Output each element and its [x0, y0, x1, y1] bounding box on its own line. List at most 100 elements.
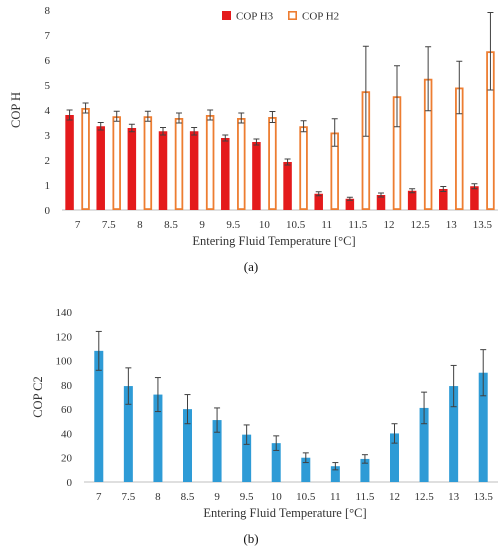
error-bar — [113, 110, 120, 122]
error-bar — [346, 196, 353, 201]
x-tick-label: 9.5 — [226, 219, 240, 231]
bar — [419, 407, 429, 482]
y-tick-label: 5 — [45, 80, 51, 92]
y-tick-label: 140 — [56, 307, 73, 319]
x-tick-label: 10.5 — [296, 491, 316, 503]
error-bar — [82, 102, 89, 114]
y-tick-label: 1 — [45, 180, 51, 192]
error-bar — [471, 183, 478, 190]
error-bar — [302, 452, 309, 464]
bar — [449, 386, 459, 482]
bar — [268, 117, 277, 210]
bar — [314, 193, 323, 210]
bar — [407, 190, 417, 210]
error-bar — [191, 127, 198, 136]
bar — [221, 138, 230, 210]
error-bar — [269, 111, 276, 123]
x-tick-label: 12 — [384, 219, 395, 231]
y-axis-title: COP C2 — [31, 376, 45, 418]
bar — [283, 162, 292, 210]
bar — [330, 466, 340, 482]
bar — [205, 115, 215, 210]
panel-caption: (b) — [243, 531, 258, 546]
error-bar — [487, 12, 494, 91]
error-bar — [273, 435, 280, 451]
error-bar — [332, 462, 339, 471]
bar — [301, 457, 311, 482]
x-tick-label: 9 — [214, 491, 220, 503]
y-tick-label: 80 — [61, 380, 73, 392]
error-bar — [128, 123, 135, 133]
bar — [345, 198, 355, 210]
error-bar — [315, 191, 322, 197]
error-bar — [391, 423, 398, 444]
bar — [174, 118, 184, 210]
bar — [360, 458, 370, 482]
x-tick-label: 12.5 — [411, 219, 431, 231]
legend-label: COP H3 — [236, 11, 274, 23]
x-tick-label: 7.5 — [102, 219, 116, 231]
bar — [478, 372, 488, 482]
y-tick-label: 60 — [61, 404, 73, 416]
bar — [158, 131, 168, 210]
legend-swatch — [222, 11, 231, 20]
bar — [376, 195, 386, 210]
y-tick-label: 2 — [45, 155, 51, 167]
y-tick-label: 0 — [45, 205, 51, 217]
bar — [189, 131, 199, 210]
y-tick-label: 3 — [45, 130, 51, 142]
error-bar — [480, 349, 487, 397]
bar — [252, 142, 261, 210]
bar — [299, 126, 308, 210]
error-bar — [222, 134, 229, 142]
x-tick-label: 8.5 — [164, 219, 178, 231]
x-tick-label: 8 — [155, 491, 161, 503]
error-bar — [284, 158, 291, 166]
y-tick-label: 6 — [45, 55, 51, 67]
x-tick-label: 8 — [137, 219, 143, 231]
error-bar — [176, 112, 182, 124]
error-bar — [394, 65, 400, 128]
bar — [212, 420, 222, 482]
error-bar — [66, 109, 73, 121]
error-bar — [154, 377, 161, 413]
error-bar — [421, 391, 428, 425]
legend-item: COP H3 — [222, 11, 274, 23]
legend: COP H3 COP H2 — [222, 11, 339, 23]
x-tick-label: 10.5 — [286, 219, 306, 231]
x-tick-label: 7.5 — [121, 491, 135, 503]
y-tick-label: 8 — [45, 5, 51, 17]
bar — [439, 189, 448, 210]
error-bar — [378, 192, 384, 198]
error-bar — [300, 120, 307, 133]
error-bar — [253, 138, 260, 146]
error-bar — [409, 188, 416, 194]
x-tick-label: 12 — [389, 491, 400, 503]
x-tick-label: 13.5 — [474, 491, 494, 503]
legend-item: COP H2 — [287, 11, 339, 23]
bar — [183, 409, 192, 482]
panel-caption: (a) — [244, 259, 258, 274]
x-tick-label: 9.5 — [240, 491, 254, 503]
x-tick-label: 11 — [321, 219, 332, 231]
bar — [153, 394, 163, 482]
y-tick-label: 0 — [67, 477, 73, 489]
x-tick-label: 8.5 — [181, 491, 195, 503]
x-tick-label: 12.5 — [414, 491, 434, 503]
y-tick-label: 100 — [56, 356, 73, 368]
bar — [390, 433, 399, 482]
legend-label: COP H2 — [302, 11, 339, 23]
error-bar — [184, 394, 191, 425]
error-bar — [331, 118, 338, 147]
x-tick-label: 9 — [199, 219, 205, 231]
bar — [242, 434, 252, 482]
error-bar — [144, 110, 151, 122]
error-bar — [456, 60, 463, 115]
y-tick-label: 4 — [45, 105, 51, 117]
error-bar — [243, 424, 250, 445]
x-tick-label: 11 — [330, 491, 341, 503]
x-axis-title: Entering Fluid Temperature [°C] — [203, 506, 366, 520]
x-tick-label: 7 — [75, 219, 81, 231]
